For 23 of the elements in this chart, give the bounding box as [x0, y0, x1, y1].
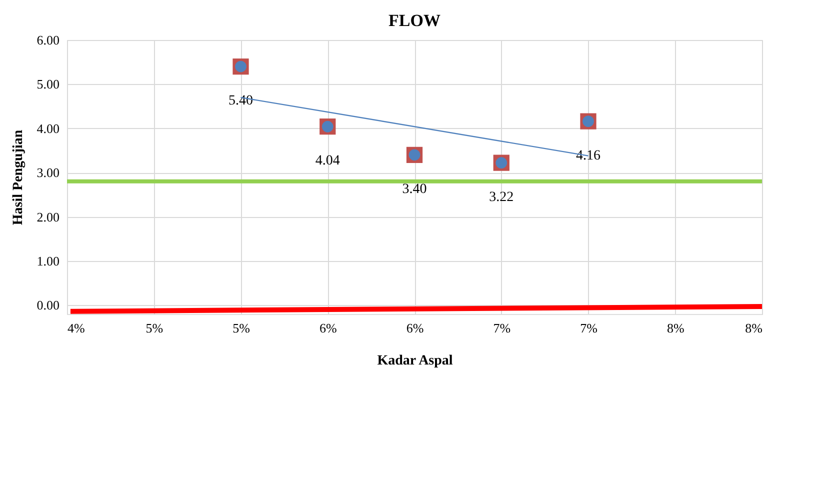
data-label: 4.04: [315, 154, 340, 169]
y-tick-label: 4.00: [36, 120, 60, 136]
x-tick-label: 8%: [745, 320, 763, 336]
chart-title: FLOW: [388, 11, 440, 30]
y-tick-label: 0.00: [36, 298, 60, 313]
y-tick-label: 3.00: [36, 165, 60, 180]
data-label: 3.22: [489, 190, 514, 205]
x-tick-label: 6%: [319, 320, 337, 336]
x-tick-label: 7%: [580, 320, 598, 336]
x-tick-label: 5%: [146, 320, 164, 336]
data-label: 4.16: [576, 148, 600, 164]
x-axis-title: Kadar Aspal: [377, 354, 453, 368]
x-tick-label: 5%: [232, 320, 250, 336]
y-tick-label: 1.00: [36, 253, 60, 268]
x-tick-label: 7%: [493, 320, 511, 336]
y-axis-title: Hasil Pengujian: [10, 130, 26, 226]
x-tick-label: 6%: [406, 320, 424, 336]
x-tick-label: 8%: [666, 320, 684, 336]
y-tick-label: 5.00: [36, 76, 60, 92]
y-tick-label: 6.00: [36, 32, 60, 48]
data-label: 3.40: [402, 182, 427, 197]
y-tick-label: 2.00: [36, 209, 60, 224]
x-tick-label: 4%: [68, 320, 85, 336]
